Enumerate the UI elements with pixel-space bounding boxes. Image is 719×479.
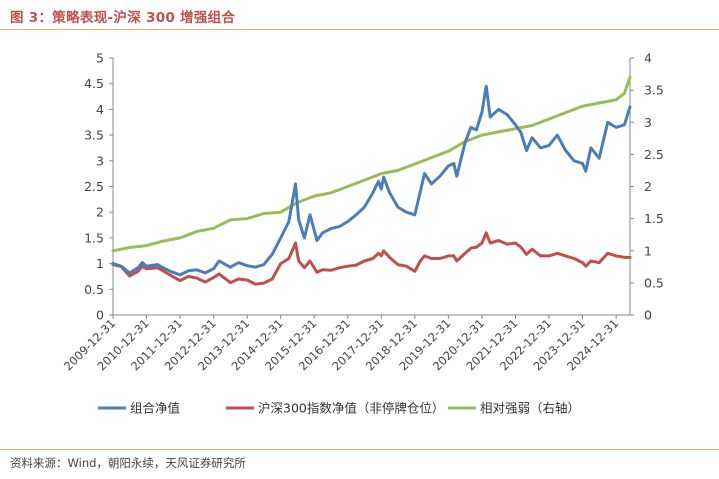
legend: 组合净值 沪深300指数净值（非停牌仓位） 相对强弱（右轴） [98, 401, 580, 416]
left-y-axis: 0 0.5 1 1.5 2 2.5 3 3.5 4 4.5 5 [84, 51, 114, 323]
left-tick-label: 4 [96, 102, 104, 117]
series-line-0 [111, 84, 632, 277]
right-tick-label: 4 [644, 51, 652, 66]
bottom-divider [0, 449, 719, 450]
left-tick-label: 1.5 [84, 230, 104, 245]
left-tick-label: 1 [96, 256, 104, 271]
right-tick-label: 1 [644, 243, 652, 258]
series-line-2 [111, 75, 632, 253]
left-tick-label: 0.5 [84, 282, 104, 297]
x-axis: 2009-12-312010-12-312011-12-312012-12-31… [61, 314, 630, 373]
right-y-axis: 0 0.5 1 1.5 2 2.5 3 3.5 4 [629, 51, 664, 323]
chart: 00.511.522.533.544.55 00.511.522.533.54 … [61, 51, 664, 416]
series-layer [111, 75, 632, 286]
left-tick-label: 2 [96, 205, 104, 220]
right-tick-label: 0.5 [644, 275, 664, 290]
chart-title: 图 3：策略表现-沪深 300 增强组合 [10, 10, 236, 26]
left-tick-label: 3.5 [84, 128, 104, 143]
right-tick-label: 3 [644, 115, 652, 130]
top-divider [0, 29, 719, 30]
left-tick-label: 5 [96, 51, 104, 66]
right-tick-label: 3.5 [644, 83, 664, 98]
right-tick-label: 2.5 [644, 147, 664, 162]
series-line-1 [111, 231, 632, 286]
right-tick-label: 1.5 [644, 211, 664, 226]
right-tick-label: 2 [644, 179, 652, 194]
left-tick-label: 2.5 [84, 179, 104, 194]
left-tick-label: 4.5 [84, 76, 104, 91]
legend-label-2: 相对强弱（右轴） [480, 401, 580, 416]
left-tick-label: 3 [96, 153, 104, 168]
source-note: 资料来源：Wind，朝阳永续，天风证券研究所 [10, 456, 246, 470]
legend-label-0: 组合净值 [130, 401, 180, 416]
right-tick-label: 0 [644, 308, 652, 323]
left-tick-label: 0 [96, 308, 104, 323]
legend-label-1: 沪深300指数净值（非停牌仓位） [258, 401, 444, 416]
